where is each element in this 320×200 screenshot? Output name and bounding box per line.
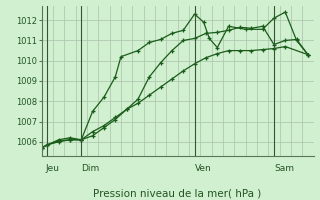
Text: Dim: Dim bbox=[81, 164, 100, 173]
Text: Ven: Ven bbox=[195, 164, 211, 173]
Text: Jeu: Jeu bbox=[45, 164, 59, 173]
Text: Sam: Sam bbox=[274, 164, 294, 173]
Text: Pression niveau de la mer( hPa ): Pression niveau de la mer( hPa ) bbox=[93, 189, 262, 199]
